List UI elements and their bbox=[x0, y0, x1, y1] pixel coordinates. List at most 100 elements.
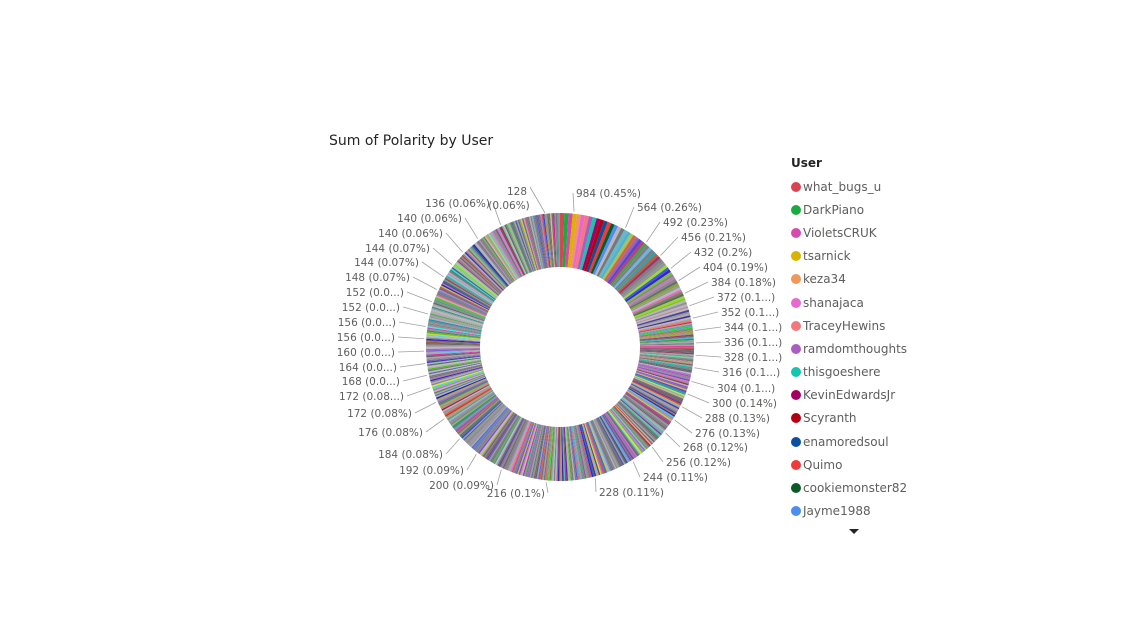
donut-slice bbox=[632, 289, 683, 314]
donut-slice bbox=[426, 344, 481, 347]
donut-slice bbox=[444, 387, 492, 417]
data-label: 456 (0.21%) bbox=[681, 232, 746, 244]
donut-slice bbox=[553, 426, 558, 481]
donut-slice bbox=[633, 378, 683, 402]
donut-slice bbox=[638, 321, 692, 333]
donut-slice bbox=[472, 407, 509, 450]
donut-slice bbox=[619, 258, 663, 296]
donut-slice bbox=[639, 348, 694, 352]
donut-slice bbox=[630, 285, 681, 312]
data-label: 344 (0.1...) bbox=[724, 322, 782, 334]
legend-marker bbox=[791, 274, 801, 285]
donut-slice bbox=[588, 221, 612, 274]
donut-slice bbox=[568, 426, 576, 481]
donut-slice bbox=[574, 215, 590, 269]
legend-item[interactable]: DarkPiano bbox=[791, 198, 951, 221]
legend-marker bbox=[791, 483, 801, 494]
donut-slice bbox=[449, 269, 495, 302]
donut-slice bbox=[434, 298, 486, 319]
legend-item[interactable]: Jayme1988 bbox=[791, 500, 951, 523]
donut-slice bbox=[637, 364, 691, 378]
donut-slice bbox=[612, 406, 649, 449]
data-label: 304 (0.1...) bbox=[717, 383, 775, 395]
donut-slice bbox=[627, 389, 674, 420]
donut-slice bbox=[471, 407, 508, 449]
donut-slice bbox=[639, 334, 694, 341]
legend-scroll-down-icon[interactable] bbox=[849, 529, 859, 534]
donut-slice bbox=[568, 426, 577, 481]
donut-slice bbox=[639, 354, 694, 362]
legend-item[interactable]: cookiemonster82 bbox=[791, 476, 951, 499]
leader-line bbox=[572, 192, 575, 212]
donut-slice bbox=[476, 409, 512, 454]
donut-slice bbox=[508, 420, 531, 472]
data-label: 144 (0.07%) bbox=[365, 243, 430, 255]
donut-slice bbox=[532, 215, 545, 269]
legend-label: Jayme1988 bbox=[803, 504, 871, 519]
donut-slice bbox=[456, 397, 499, 434]
data-label: 152 (0.0...) bbox=[346, 287, 404, 299]
data-label: 144 (0.07%) bbox=[354, 257, 419, 269]
leader-line bbox=[665, 432, 681, 448]
legend-item[interactable]: what_bugs_u bbox=[791, 175, 951, 198]
data-label: 136 (0.06%) bbox=[425, 198, 490, 210]
donut-slice bbox=[636, 370, 688, 389]
donut-slice bbox=[493, 416, 522, 465]
legend-item[interactable]: tsarnick bbox=[791, 245, 951, 268]
donut-slice bbox=[559, 426, 561, 481]
legend-item[interactable]: Quimo bbox=[791, 453, 951, 476]
donut-slice bbox=[437, 379, 488, 404]
donut-slice bbox=[455, 397, 499, 433]
donut-slice bbox=[426, 334, 481, 341]
donut-slice bbox=[426, 331, 481, 339]
data-label: 276 (0.13%) bbox=[695, 428, 760, 440]
donut-slice bbox=[637, 311, 690, 328]
legend-item[interactable]: TraceyHewins bbox=[791, 314, 951, 337]
donut-slice bbox=[572, 425, 583, 480]
data-label: 176 (0.08%) bbox=[358, 427, 423, 439]
donut-slice bbox=[556, 426, 559, 481]
donut-slice bbox=[604, 413, 636, 459]
donut-slice bbox=[541, 214, 550, 268]
legend-item[interactable]: ramdomthoughts bbox=[791, 337, 951, 360]
donut-slice bbox=[470, 406, 508, 448]
donut-slice bbox=[515, 422, 535, 474]
donut-slice bbox=[428, 317, 482, 331]
donut-slice bbox=[570, 426, 580, 480]
donut-slice bbox=[621, 397, 664, 434]
donut-slice bbox=[456, 260, 500, 296]
donut-slice bbox=[459, 257, 501, 294]
donut-slice bbox=[603, 235, 637, 282]
donut-slice bbox=[461, 401, 502, 439]
donut-slice bbox=[584, 423, 602, 475]
donut-slices bbox=[426, 213, 694, 481]
donut-slice bbox=[436, 294, 487, 317]
legend-item[interactable]: keza34 bbox=[791, 268, 951, 291]
donut-slice bbox=[445, 276, 492, 306]
donut-slice bbox=[508, 222, 530, 274]
donut-slice bbox=[467, 248, 506, 290]
donut-slice bbox=[501, 225, 527, 275]
donut-slice bbox=[638, 324, 693, 335]
donut-slice bbox=[475, 242, 511, 286]
donut-slice bbox=[531, 215, 544, 269]
donut-slice bbox=[634, 375, 686, 397]
legend-item[interactable]: enamoredsoul bbox=[791, 430, 951, 453]
donut-slice bbox=[635, 302, 687, 322]
legend-item[interactable]: Scyranth bbox=[791, 407, 951, 430]
donut-slice bbox=[637, 315, 691, 330]
donut-slice bbox=[475, 409, 511, 453]
donut-slice bbox=[627, 276, 676, 307]
donut-slice bbox=[597, 417, 625, 466]
donut-slice bbox=[626, 390, 673, 422]
data-label: 288 (0.13%) bbox=[705, 413, 770, 425]
legend-item[interactable]: shanajaca bbox=[791, 291, 951, 314]
donut-slice bbox=[479, 238, 513, 283]
donut-slice bbox=[484, 235, 516, 281]
legend-item[interactable]: VioletsCRUK bbox=[791, 221, 951, 244]
legend-item[interactable]: thisgoeshere bbox=[791, 361, 951, 384]
legend-item[interactable]: KevinEdwardsJr bbox=[791, 384, 951, 407]
donut-slice bbox=[592, 224, 619, 275]
donut-slice bbox=[487, 233, 518, 280]
donut-slice bbox=[479, 410, 513, 455]
